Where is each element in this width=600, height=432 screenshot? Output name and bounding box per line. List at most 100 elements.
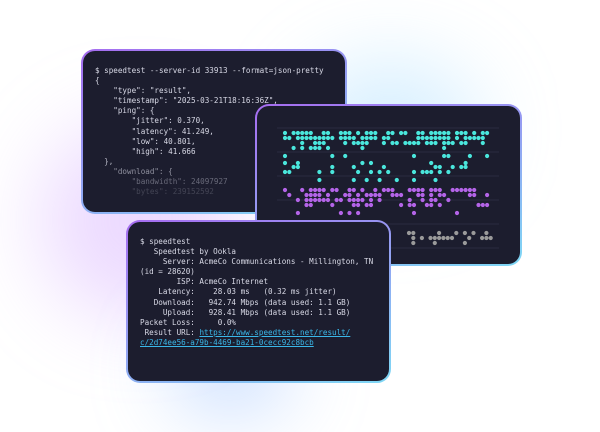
dot xyxy=(433,135,438,141)
dot xyxy=(351,177,356,183)
result-url-link[interactable]: https://www.speedtest.net/result/ xyxy=(199,327,351,337)
terminal-line: "latency": 41.249, xyxy=(95,126,214,136)
dot xyxy=(433,130,438,136)
dot xyxy=(317,187,322,193)
dot xyxy=(351,197,356,203)
dot xyxy=(321,135,326,141)
dot xyxy=(446,153,451,159)
dot xyxy=(381,135,386,141)
dot xyxy=(287,135,292,141)
dot xyxy=(394,140,399,146)
dot xyxy=(295,135,300,141)
dot xyxy=(416,130,421,136)
dot xyxy=(419,235,424,241)
dot xyxy=(424,202,429,208)
dot xyxy=(416,192,421,198)
dot xyxy=(347,192,352,198)
dot xyxy=(433,197,438,203)
dot xyxy=(321,130,326,136)
dot xyxy=(472,187,477,193)
dot xyxy=(467,153,472,159)
dot xyxy=(381,140,386,146)
dot xyxy=(282,135,288,141)
dot xyxy=(411,202,417,208)
dot xyxy=(291,164,296,170)
dot xyxy=(368,135,374,141)
dot xyxy=(446,197,451,203)
dot xyxy=(282,169,288,175)
dot xyxy=(313,197,318,203)
dot xyxy=(300,145,305,151)
dot xyxy=(317,192,322,198)
dot xyxy=(317,145,322,151)
dot xyxy=(437,169,442,175)
dot xyxy=(484,230,489,236)
dot xyxy=(446,169,451,175)
dot xyxy=(446,135,451,141)
dot xyxy=(304,192,309,198)
dot xyxy=(356,169,361,175)
dot xyxy=(368,197,374,203)
dot xyxy=(467,187,472,193)
dot xyxy=(308,192,313,198)
dot xyxy=(424,140,429,146)
dot xyxy=(300,135,305,141)
dot xyxy=(449,235,455,241)
dot xyxy=(364,130,369,136)
dot xyxy=(441,235,446,241)
dot xyxy=(488,235,493,241)
dot xyxy=(480,202,485,208)
dot xyxy=(351,164,356,170)
dot xyxy=(304,130,309,136)
dot xyxy=(463,160,468,166)
dot xyxy=(476,202,481,208)
dot xyxy=(411,230,416,236)
dot xyxy=(291,145,296,151)
dot xyxy=(364,202,369,208)
dot xyxy=(330,187,335,193)
result-url-link-cont[interactable]: c/2d74ee56-a79b-4469-ba21-0cecc92c8bcb xyxy=(140,337,314,347)
dot xyxy=(313,135,318,141)
dot xyxy=(462,230,467,236)
dot xyxy=(381,164,386,170)
dot xyxy=(377,169,382,175)
dot xyxy=(347,135,352,141)
dot xyxy=(325,192,331,198)
dot xyxy=(308,130,313,136)
dot xyxy=(308,135,313,141)
dot xyxy=(459,140,464,146)
dot xyxy=(411,169,417,175)
terminal-line: "ping": { xyxy=(95,106,155,116)
dot xyxy=(450,140,455,146)
dot xyxy=(462,240,467,246)
dot xyxy=(429,197,434,203)
dot xyxy=(433,140,438,146)
dot xyxy=(368,192,374,198)
dot xyxy=(356,197,361,203)
terminal-line: "type": "result", xyxy=(95,86,192,96)
dot xyxy=(343,140,348,146)
dot xyxy=(420,187,425,193)
terminal-line: "jitter": 0.370, xyxy=(95,116,205,126)
dot xyxy=(364,192,369,198)
dot xyxy=(313,187,318,193)
speedtest-output: $ speedtest Speedtest by Ookla Server: A… xyxy=(130,224,387,328)
dot xyxy=(343,192,348,198)
speedtest-terminal-window: $ speedtest Speedtest by Ookla Server: A… xyxy=(126,220,391,383)
dot xyxy=(420,169,425,175)
dot xyxy=(454,135,460,141)
terminal-line: "high": 41.666 xyxy=(95,146,196,156)
terminal-line: "download": { xyxy=(95,166,173,176)
dot xyxy=(429,135,434,141)
dot xyxy=(330,135,335,141)
dot xyxy=(403,130,408,136)
dot xyxy=(399,202,404,208)
dot xyxy=(338,197,343,203)
dot xyxy=(437,130,442,136)
dot xyxy=(424,169,429,175)
dot xyxy=(368,130,374,136)
dot xyxy=(467,135,472,141)
dot xyxy=(325,135,331,141)
dot xyxy=(467,235,472,241)
terminal-line: "timestamp": "2025-03-21T18:16:36Z", xyxy=(95,96,278,106)
